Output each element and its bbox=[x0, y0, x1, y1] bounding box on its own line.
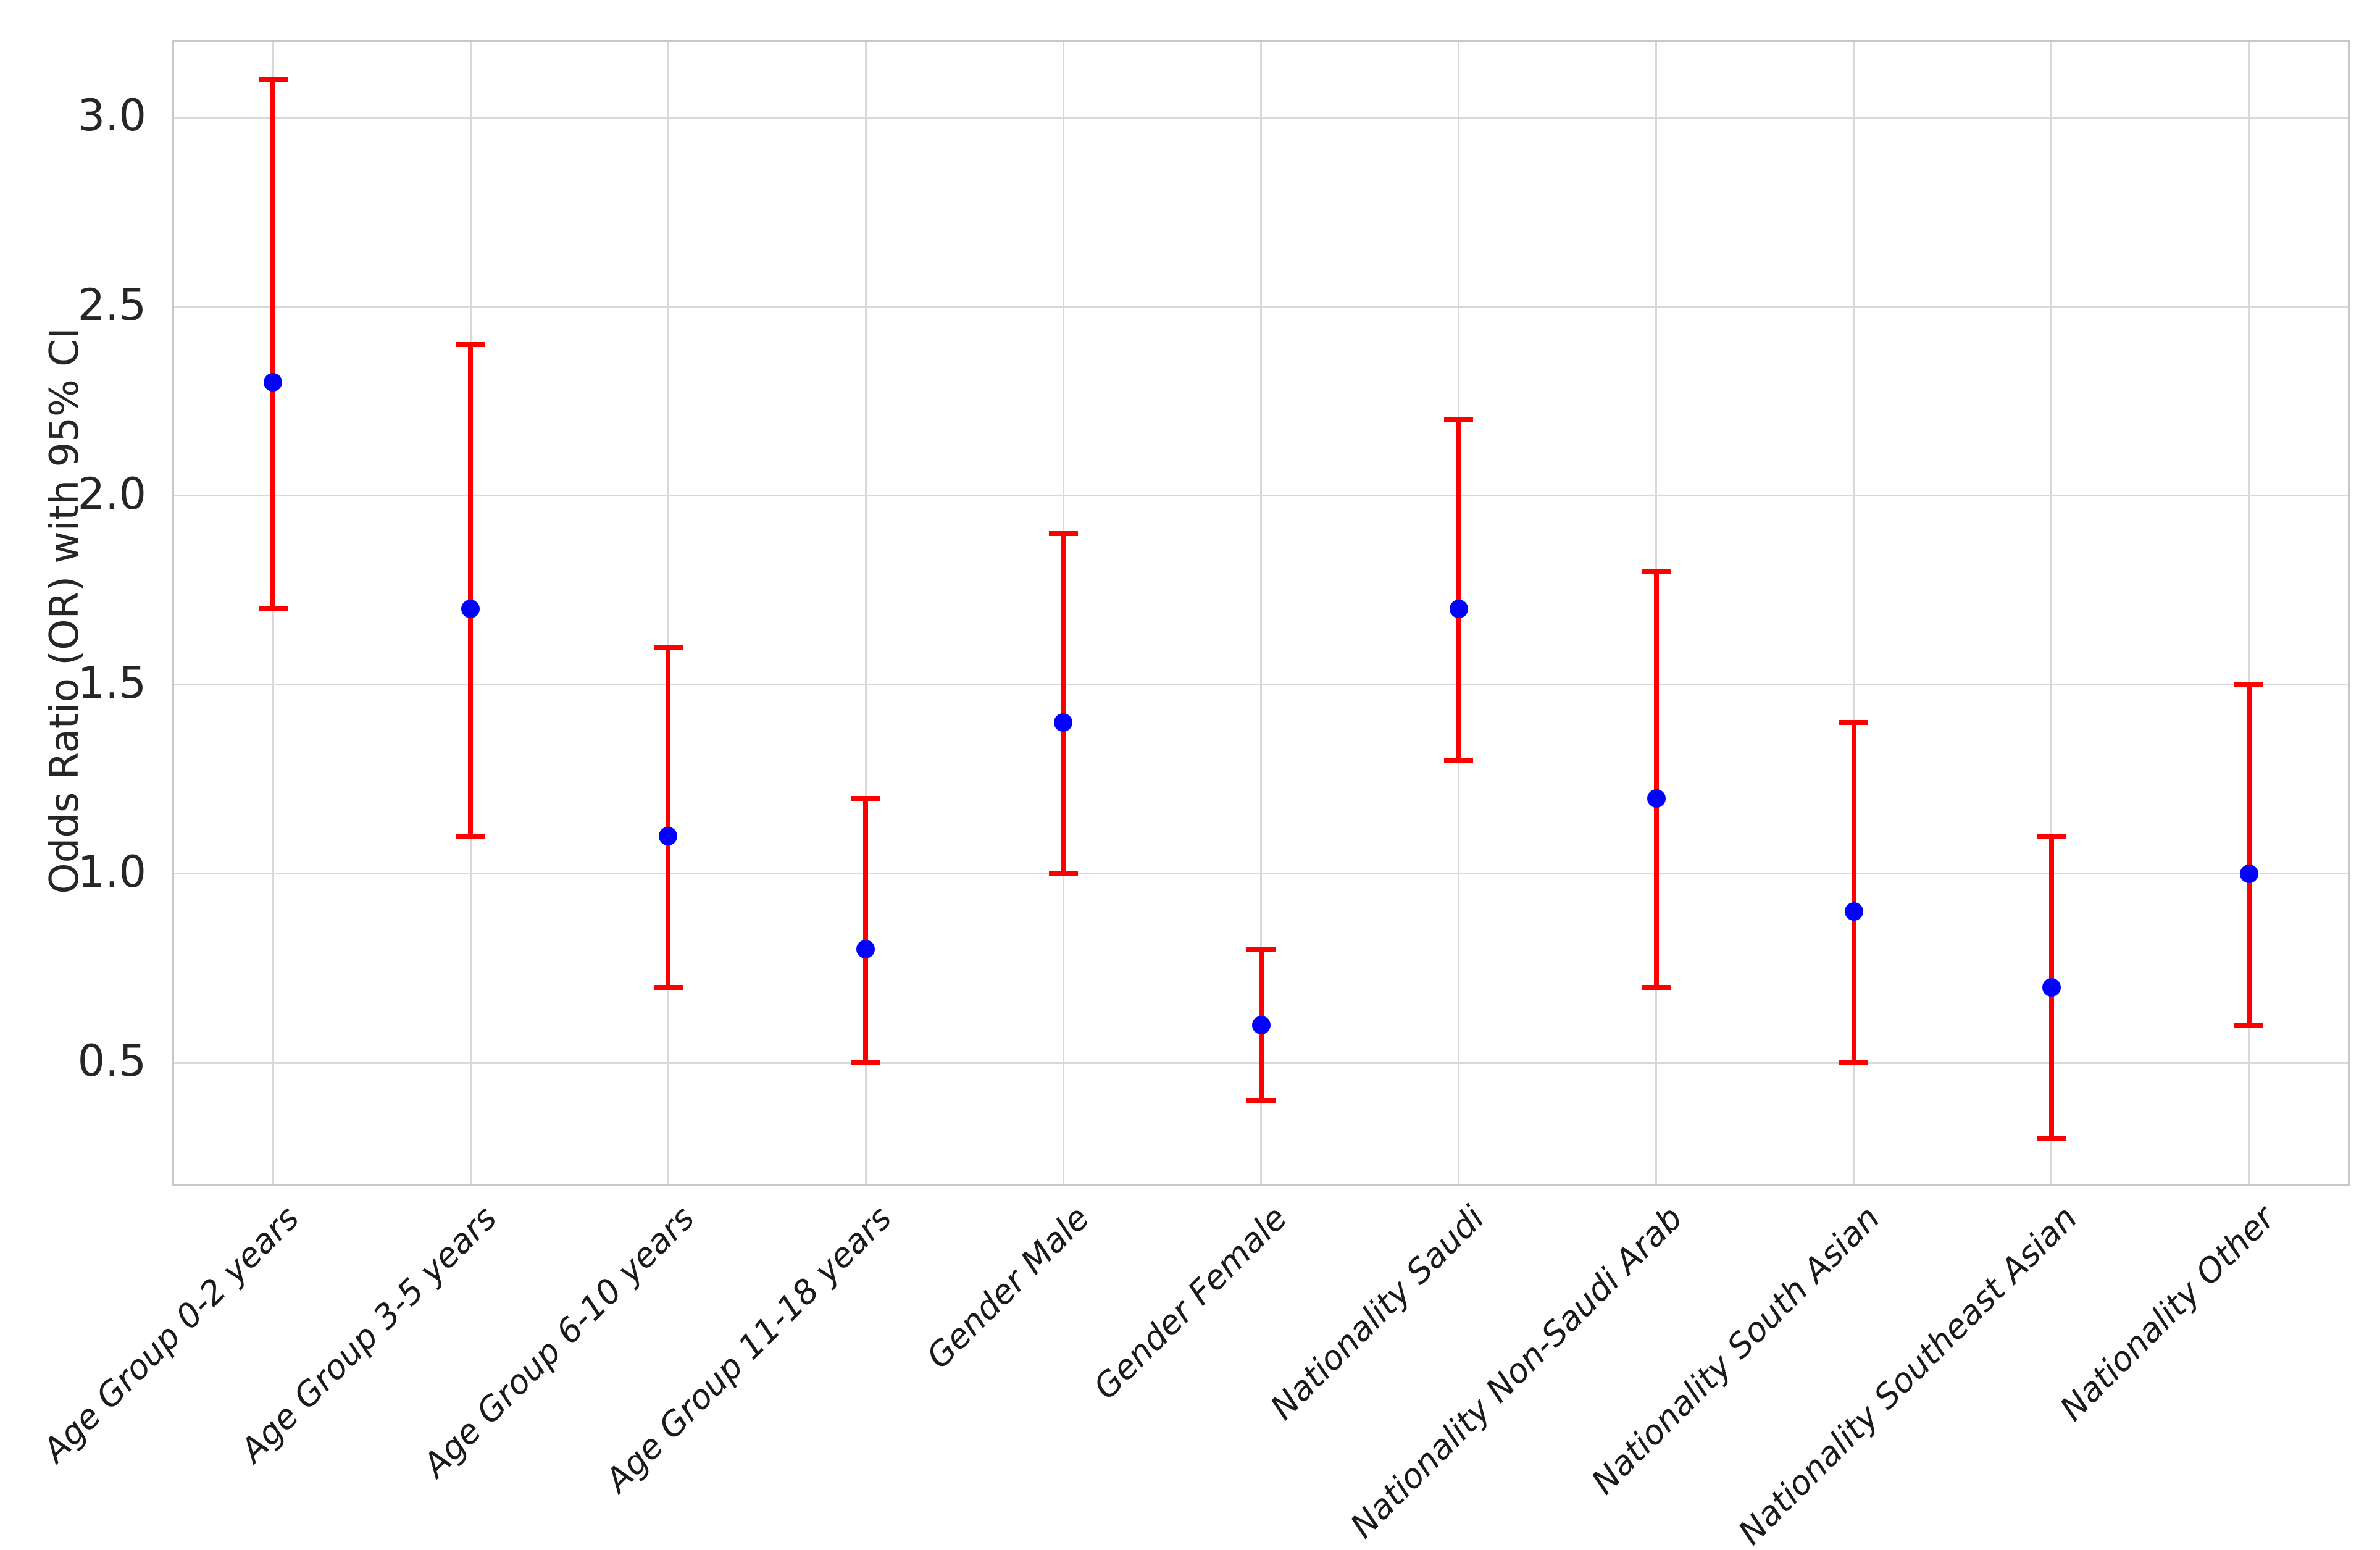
error-bar-cap-lower bbox=[1048, 871, 1078, 876]
error-bar-cap-lower bbox=[2234, 1022, 2264, 1028]
error-bar-cap-lower bbox=[653, 984, 683, 990]
error-bar-cap-upper bbox=[1642, 569, 1671, 574]
x-tick-label: Nationality Non-Saudi Arab bbox=[1342, 1198, 1690, 1546]
error-bar-cap-lower bbox=[1246, 1098, 1276, 1104]
error-bar-cap-lower bbox=[1839, 1060, 1869, 1066]
error-bar-cap-upper bbox=[2234, 682, 2264, 687]
error-bar-line bbox=[666, 647, 671, 987]
error-bar-cap-lower bbox=[1642, 984, 1671, 990]
error-bar-line bbox=[468, 344, 474, 836]
error-bar-cap-upper bbox=[2037, 833, 2066, 839]
vertical-gridline bbox=[1853, 42, 1855, 1184]
plot-area bbox=[172, 40, 2350, 1186]
data-point-marker bbox=[1251, 1015, 1271, 1034]
error-bar-cap-upper bbox=[1839, 720, 1869, 726]
error-bar-cap-upper bbox=[1048, 530, 1078, 536]
y-tick-label: 2.0 bbox=[77, 468, 146, 519]
error-bar-cap-lower bbox=[851, 1060, 880, 1066]
error-bar-line bbox=[863, 798, 869, 1063]
data-point-marker bbox=[1449, 600, 1468, 619]
error-bar-cap-lower bbox=[456, 833, 485, 839]
error-bar-line bbox=[270, 80, 276, 610]
error-bar-cap-upper bbox=[1444, 417, 1474, 423]
error-bar-line bbox=[1061, 533, 1066, 874]
vertical-gridline bbox=[2248, 42, 2250, 1184]
vertical-gridline bbox=[272, 42, 274, 1184]
data-point-marker bbox=[1054, 713, 1073, 732]
x-tick-label: Nationality Southeast Asian bbox=[1731, 1198, 2086, 1550]
x-tick-label: Nationality Saudi bbox=[1263, 1198, 1492, 1428]
data-point-marker bbox=[461, 600, 480, 619]
error-bar-cap-lower bbox=[258, 606, 288, 612]
data-point-marker bbox=[856, 940, 875, 959]
error-bar-cap-lower bbox=[2037, 1136, 2066, 1141]
data-point-marker bbox=[2042, 978, 2061, 997]
error-bar-line bbox=[2246, 684, 2252, 1025]
x-tick-label: Gender Male bbox=[919, 1198, 1097, 1376]
vertical-gridline bbox=[864, 42, 867, 1184]
vertical-gridline bbox=[667, 42, 669, 1184]
error-bar-cap-upper bbox=[456, 341, 485, 347]
data-point-marker bbox=[1647, 789, 1666, 808]
y-tick-label: 2.5 bbox=[77, 279, 146, 330]
error-bar-cap-lower bbox=[1444, 758, 1474, 763]
error-bar-line bbox=[1456, 420, 1461, 761]
data-point-marker bbox=[659, 826, 678, 845]
y-tick-label: 3.0 bbox=[77, 90, 146, 141]
data-point-marker bbox=[264, 373, 283, 392]
error-bar-cap-upper bbox=[1246, 947, 1276, 952]
y-axis-label: Odds Ratio (OR) with 95% CI bbox=[42, 327, 88, 894]
vertical-gridline bbox=[2050, 42, 2053, 1184]
error-bar-line bbox=[1653, 571, 1659, 987]
vertical-gridline bbox=[1260, 42, 1262, 1184]
data-point-marker bbox=[2239, 864, 2258, 883]
error-bar-cap-upper bbox=[851, 795, 880, 801]
data-point-marker bbox=[1844, 902, 1863, 921]
x-tick-label: Nationality Other bbox=[2052, 1198, 2283, 1428]
y-tick-label: 1.0 bbox=[77, 846, 146, 897]
y-tick-label: 1.5 bbox=[77, 657, 146, 708]
error-bar-cap-upper bbox=[258, 77, 288, 83]
x-tick-label: Gender Female bbox=[1086, 1198, 1295, 1407]
error-bar-line bbox=[1851, 723, 1856, 1063]
y-tick-label: 0.5 bbox=[77, 1036, 146, 1087]
error-bar-cap-upper bbox=[653, 644, 683, 650]
